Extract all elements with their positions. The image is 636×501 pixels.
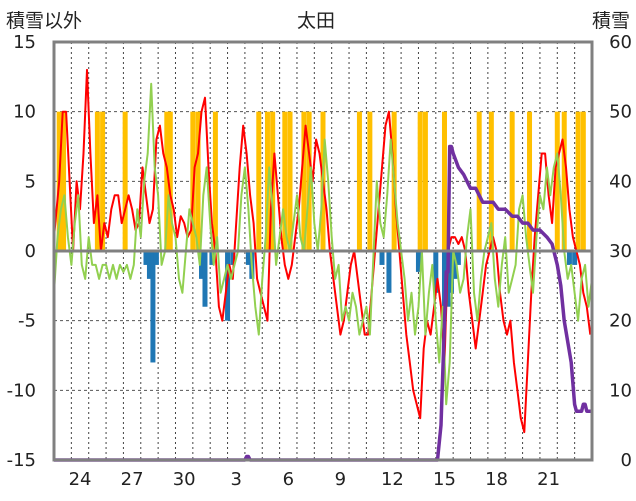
sunshine-bar [301,111,307,252]
sunshine-bar [167,111,173,252]
y-left-tick-label: -5 [18,311,36,332]
sunshine-bar [256,111,262,252]
y-right-tick-label: 60 [609,32,632,53]
precipitation-bar [379,251,385,265]
wind-line [53,82,593,406]
sunshine-bar [554,111,560,252]
precipitation-bar [448,251,454,293]
y-left-tick-label: 10 [13,102,36,123]
x-tick-label: 3 [230,469,241,490]
lines [53,68,593,462]
plot-frame [52,40,594,462]
y-right-tick-label: 50 [609,102,632,123]
sunshine-bar [417,111,423,252]
precipitation-bar [245,251,251,265]
sunshine-bar [287,111,293,252]
snow_depth-line [54,144,592,462]
sunshine-bar [509,111,515,252]
precipitation-bar [202,251,208,307]
precipitation-bar [230,251,236,265]
x-tick-label: 27 [121,469,144,490]
y-left-tick-label: 0 [25,241,36,262]
y-right-tick-label: 20 [609,311,632,332]
x-tick-label: 21 [537,469,560,490]
precipitation-bar [415,251,421,272]
y-left-tick-label: -15 [7,450,36,471]
sunshine-bar [575,111,581,252]
sunshine-bar [212,111,218,252]
precipitation-bar [146,251,152,279]
sunshine-bar [476,111,482,252]
y-left-tick-label: 15 [13,32,36,53]
y-right-tick-label: 10 [609,380,632,401]
temperature-line [53,68,592,434]
sunshine-bar [561,111,567,252]
x-tick-label: 12 [381,469,404,490]
axes [52,40,594,462]
sunshine-bar [580,111,586,252]
y-left-tick-label: -10 [7,380,36,401]
sunshine-bar [94,111,100,252]
x-tick-label: 18 [485,469,508,490]
sunshine-bar [61,111,67,252]
precipitation-bar [153,251,159,265]
sunshine-bar [282,111,288,252]
chart-title: 太田 [297,10,335,32]
sunshine-bar [122,111,128,252]
precipitation-bar [433,251,439,293]
x-tick-label: 15 [433,469,456,490]
precipitation-bar [572,251,578,265]
x-tick-label: 24 [69,469,92,490]
precipitation-bar [199,251,205,279]
y-left-axis-title: 積雪以外 [6,10,82,32]
sunshine-bar [422,111,428,252]
sunshine-bar [264,111,270,252]
precipitation-bar [566,251,572,265]
precipitation-bar [386,251,392,293]
sunshine-bar [441,111,447,252]
y-right-tick-label: 0 [621,450,632,471]
y-left-tick-label: 5 [25,171,36,192]
precipitation-bar [455,251,461,265]
sunshine-bar [164,111,170,252]
precipitation-bar [143,251,149,265]
y-right-axis-title: 積雪 [592,10,630,32]
precipitation-bar [209,251,215,265]
sunshine-bar [195,111,201,252]
y-right-tick-label: 30 [609,241,632,262]
sunshine-bar [367,111,373,252]
sunshine-bar [488,111,494,252]
y-right-tick-label: 40 [609,171,632,192]
sunshine-bar [356,111,362,252]
sunshine-bar [100,111,106,252]
precipitation-bar [452,251,458,279]
x-tick-label: 30 [173,469,196,490]
x-tick-label: 6 [283,469,294,490]
precipitation-bar [150,251,156,363]
x-tick-label: 9 [335,469,346,490]
sunshine-bar [527,111,533,252]
